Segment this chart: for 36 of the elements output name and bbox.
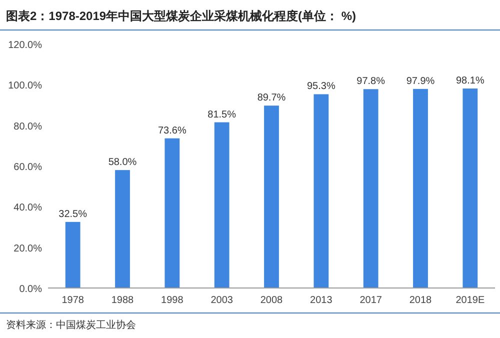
y-tick-label: 100.0% — [8, 80, 42, 92]
y-tick-label: 120.0% — [8, 40, 42, 51]
y-tick-label: 0.0% — [19, 284, 42, 295]
bar — [413, 88, 428, 288]
data-label: 97.8% — [356, 76, 386, 88]
data-label: 32.5% — [58, 208, 88, 220]
data-label: 81.5% — [208, 109, 236, 120]
bar — [314, 94, 329, 288]
chart-title: 图表2：1978-2019年中国大型煤炭企业采煤机械化程度(单位： %) — [6, 9, 356, 23]
y-tick-label: 20.0% — [14, 243, 42, 254]
x-tick-label: 2017 — [360, 295, 382, 306]
bar — [115, 170, 130, 288]
bar — [65, 222, 80, 288]
x-tick-label: 1978 — [62, 295, 84, 306]
x-tick-label: 2003 — [210, 295, 234, 306]
bar — [164, 138, 180, 288]
text: 资料来源：中国煤炭工业协会 — [6, 319, 136, 331]
data-label: 98.1% — [456, 76, 484, 87]
bar — [264, 106, 279, 288]
y-tick-label: 80.0% — [14, 121, 42, 132]
data-label: 73.6% — [158, 125, 186, 136]
bar — [214, 122, 230, 288]
x-tick-label: 1998 — [161, 295, 184, 306]
bar — [462, 88, 478, 288]
data-label: 97.9% — [406, 76, 435, 87]
data-label: 95.3% — [306, 81, 336, 92]
data-label: 89.7% — [257, 92, 286, 104]
x-tick-label: 2008 — [260, 295, 284, 306]
x-tick-label: 1988 — [111, 295, 134, 306]
bar — [363, 89, 378, 288]
data-label: 58.0% — [108, 157, 137, 168]
y-tick-label: 60.0% — [14, 162, 42, 173]
x-tick-label: 2019E — [456, 295, 485, 306]
x-tick-label: 2018 — [409, 295, 432, 306]
y-tick-label: 40.0% — [14, 202, 42, 214]
x-tick-label: 2013 — [310, 295, 333, 306]
